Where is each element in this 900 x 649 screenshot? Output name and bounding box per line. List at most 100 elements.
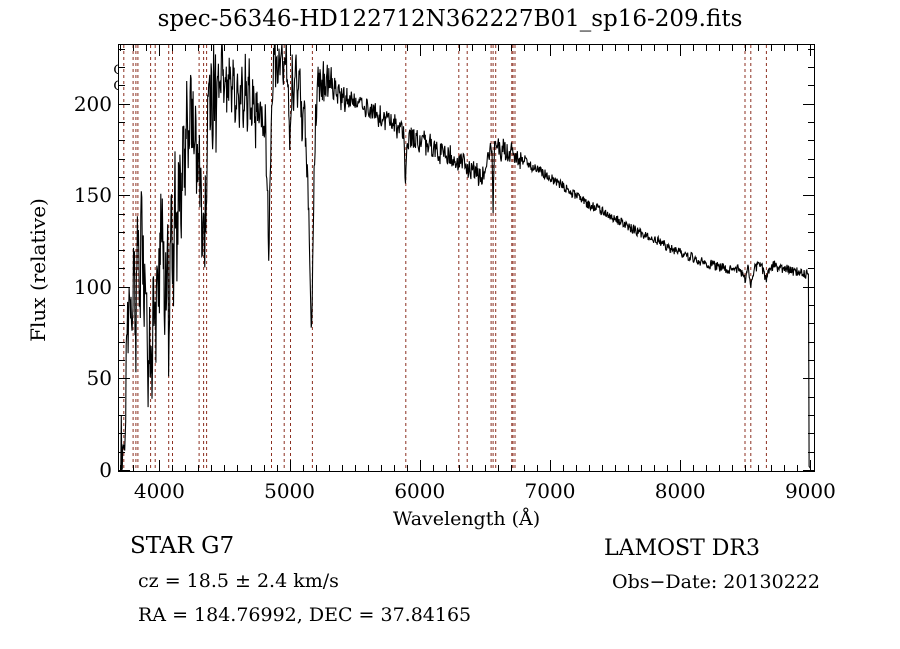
axis-tick [471,45,473,51]
axis-tick [406,465,408,471]
axis-tick [119,360,125,362]
axis-tick [808,360,814,362]
axis-tick [497,45,499,51]
axis-tick [784,45,786,51]
axis-tick [393,45,395,51]
axis-tick [119,158,125,160]
axis-tick [771,465,773,471]
axis-tick [120,45,122,51]
survey-label: LAMOST DR3 [604,536,760,561]
axis-tick [315,465,317,471]
axis-tick [119,103,130,105]
axis-tick [808,451,814,453]
axis-tick [654,465,656,471]
axis-tick [185,45,187,51]
axis-tick [276,45,278,51]
axis-tick [302,465,304,471]
axis-tick [119,121,125,123]
axis-tick [563,45,564,51]
page-title: spec-56346-HD122712N362227B01_sp16-209.f… [157,6,743,32]
axis-tick [432,465,434,471]
axis-tick [419,460,421,471]
observation-date-label: Obs−Date: 20130222 [612,571,820,593]
axis-tick [510,45,512,51]
axis-tick [380,45,382,51]
axis-tick [119,268,125,270]
axis-tick [797,45,799,51]
axis-tick [133,45,135,51]
spectrum-trace [120,45,811,470]
axis-tick [341,465,343,471]
axis-tick [536,45,538,51]
axis-tick [119,451,125,453]
y-tick-label: 50 [86,366,112,391]
axis-tick [810,45,812,56]
axis-tick [510,465,512,471]
axis-tick [719,465,721,471]
axis-tick [341,45,343,51]
axis-tick [146,465,148,471]
axis-tick [119,286,130,288]
axis-tick [419,45,421,56]
axis-tick [667,45,669,51]
x-tick-label: 9000 [784,479,836,503]
axis-tick [302,45,304,51]
axis-tick [563,465,564,471]
axis-tick [771,45,773,51]
axis-tick [119,341,125,343]
axis-tick [406,45,408,51]
axis-tick [119,176,125,178]
axis-tick [328,45,330,51]
axis-tick [680,460,682,471]
axis-tick [224,465,226,471]
axis-tick [808,305,814,307]
axis-tick [589,45,591,51]
axis-tick [784,465,786,471]
axis-tick [119,48,125,50]
axis-tick [641,465,643,471]
axis-tick [119,396,125,398]
axis-tick [808,396,814,398]
axis-tick [803,286,814,288]
axis-tick [808,121,814,123]
axis-tick [808,433,814,435]
axis-tick [445,45,447,51]
axis-tick [119,85,125,87]
axis-tick [224,45,226,51]
axis-tick [693,45,695,51]
axis-tick [641,45,643,51]
x-tick-label: 4000 [133,479,185,503]
axis-tick [185,465,187,471]
axis-tick [289,460,291,471]
axis-tick [628,465,630,471]
axis-tick [119,305,125,307]
axis-tick [758,45,760,51]
axis-tick [354,465,356,471]
axis-tick [119,415,125,417]
axis-tick [250,45,252,51]
axis-tick [732,465,734,471]
axis-tick [250,465,252,471]
redshift-velocity-label: cz = 18.5 ± 2.4 km/s [138,570,339,592]
x-tick-label: 6000 [394,479,446,503]
axis-tick [808,250,814,252]
axis-tick [615,45,617,51]
axis-tick [803,103,814,105]
axis-tick [432,45,434,51]
axis-tick [808,323,814,325]
axis-tick [745,45,747,51]
axis-tick [808,268,814,270]
axis-tick [393,465,395,471]
axis-tick [576,465,578,471]
axis-tick [119,433,125,435]
axis-tick [808,213,814,215]
axis-tick [797,465,799,471]
y-tick-label: 100 [73,274,112,299]
coordinates-label: RA = 184.76992, DEC = 37.84165 [138,604,472,626]
axis-tick [119,231,125,233]
axis-tick [119,195,130,197]
axis-tick [549,460,551,471]
plot-frame [118,44,815,472]
axis-tick [803,470,814,471]
axis-tick [536,465,538,471]
